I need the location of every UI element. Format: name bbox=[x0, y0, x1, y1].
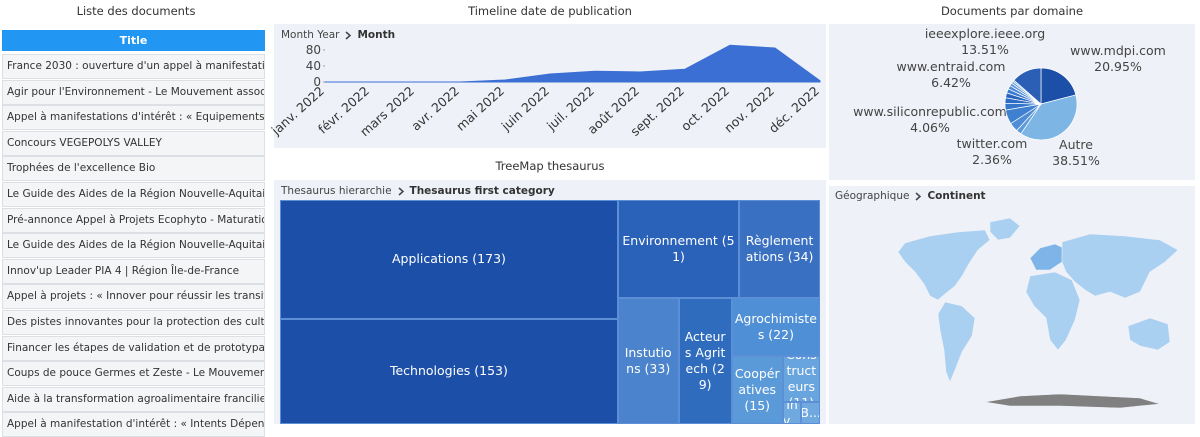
pie-value-label: 6.42% bbox=[931, 75, 971, 90]
panel-title: TreeMap thesaurus bbox=[495, 159, 605, 173]
table-row[interactable]: Appel à manifestations d'intérêt : « Equ… bbox=[2, 105, 265, 131]
pie-value-label: 20.95% bbox=[1094, 59, 1142, 74]
oceania bbox=[1127, 317, 1171, 351]
panel-title: Timeline date de publication bbox=[468, 4, 632, 18]
table-row[interactable]: Financer les étapes de validation et de … bbox=[2, 335, 265, 361]
south-america bbox=[937, 301, 976, 383]
pie-value-label: 2.36% bbox=[972, 152, 1012, 167]
table-row[interactable]: Agir pour l'Environnement - Le Mouvement… bbox=[2, 79, 265, 105]
table-row[interactable]: Aide à la transformation agroalimentaire… bbox=[2, 386, 265, 412]
area bbox=[325, 44, 821, 83]
chevron bbox=[398, 186, 404, 196]
breadcrumb: Month Year Month bbox=[281, 28, 395, 42]
x-tick-label: déc. 2022 bbox=[766, 83, 822, 136]
breadcrumb: Géographique Continent bbox=[835, 189, 986, 203]
treemap-tile[interactable]: Instutions (33) bbox=[617, 297, 679, 424]
panel-title: Documents par domaine bbox=[940, 4, 1084, 18]
treemap-tile[interactable]: Règlementations (34) bbox=[739, 200, 820, 298]
crumb[interactable]: Month Year bbox=[281, 29, 340, 41]
chevron bbox=[915, 191, 922, 201]
table-row[interactable]: France 2030 : ouverture d'un appel à man… bbox=[2, 54, 265, 79]
y-tick-label: 40 bbox=[306, 59, 321, 73]
treemap-tile[interactable]: Constructeurs (11) bbox=[782, 355, 820, 402]
table-row[interactable]: Coups de pouce Germes et Zeste - Le Mouv… bbox=[2, 361, 265, 387]
page: {"left_panel": {"title": "Liste des docu… bbox=[2, 4, 1195, 437]
treemap-tile[interactable]: B... bbox=[801, 402, 820, 424]
pie-value-label: 4.06% bbox=[910, 120, 950, 135]
pie-value-label: 13.51% bbox=[961, 42, 1009, 57]
table-row[interactable]: Concours VEGEPOLYS VALLEY bbox=[2, 130, 265, 156]
treemap-tile[interactable]: Technologies (153) bbox=[280, 318, 618, 424]
x-tick-label: juin 2022 bbox=[498, 83, 552, 134]
chevron bbox=[345, 30, 352, 40]
pie-label: www.entraid.com bbox=[897, 59, 1006, 74]
pie-label: Autre bbox=[1059, 137, 1093, 152]
pie-slice bbox=[1013, 67, 1042, 105]
x-tick-label: mai 2022 bbox=[453, 83, 507, 134]
table-row[interactable]: Innov'up Leader PIA 4 | Région Île-de-Fr… bbox=[2, 258, 265, 284]
crumb[interactable]: Thesaurus first category bbox=[409, 185, 555, 197]
breadcrumb: Thesaurus hierarchie Thesaurus first cat… bbox=[281, 184, 555, 198]
treemap-tile[interactable]: Applications (173) bbox=[280, 200, 618, 319]
pie-label: www.mdpi.com bbox=[1070, 43, 1166, 58]
treemap-tile[interactable]: Inv... bbox=[782, 402, 802, 424]
crumb[interactable]: Thesaurus hierarchie bbox=[281, 185, 392, 197]
treemap-tile[interactable]: Agrochimistes (22) bbox=[731, 297, 820, 356]
pie-slice bbox=[1040, 67, 1077, 105]
y-tick-label: 0 bbox=[313, 75, 321, 89]
antarctica bbox=[984, 393, 1161, 409]
x-tick-label: avr. 2022 bbox=[408, 83, 462, 134]
africa bbox=[1025, 271, 1081, 351]
y-tick-label: 80 bbox=[306, 43, 321, 57]
treemap-tile[interactable]: Environnement (51) bbox=[617, 200, 740, 298]
pie-label: ieeexplore.ieee.org bbox=[925, 26, 1045, 41]
crumb[interactable]: Géographique bbox=[835, 190, 910, 202]
treemap-tile[interactable]: Acteurs Agritech (29) bbox=[678, 297, 732, 424]
table-row[interactable]: Pré-annonce Appel à Projets Ecophyto - M… bbox=[2, 207, 265, 233]
table-header[interactable]: Title bbox=[2, 30, 265, 51]
table-row[interactable]: Le Guide des Aides de la Région Nouvelle… bbox=[2, 182, 265, 207]
pie-label: www.siliconrepublic.com bbox=[853, 104, 1007, 119]
north-america bbox=[897, 229, 991, 301]
crumb[interactable]: Month bbox=[357, 29, 396, 41]
pie-slice bbox=[1020, 94, 1078, 141]
pie-value-label: 38.51% bbox=[1052, 153, 1100, 168]
greenland bbox=[989, 217, 1021, 241]
table-row[interactable]: Le Guide des Aides de la Région Nouvelle… bbox=[2, 233, 265, 259]
panel-title: Liste des documents bbox=[76, 4, 196, 18]
treemap-tile[interactable]: Coopératives (15) bbox=[731, 355, 783, 424]
asia bbox=[1061, 233, 1179, 299]
table-row[interactable]: Appel à projets : « Innover pour réussir… bbox=[2, 284, 265, 310]
pie-label: twitter.com bbox=[957, 136, 1028, 151]
timeline-panel bbox=[274, 24, 826, 148]
world-map bbox=[897, 217, 1179, 409]
table-row[interactable]: Des pistes innovantes pour la protection… bbox=[2, 310, 265, 335]
treemap: Applications (173) Technologies (153) Envi… bbox=[280, 200, 820, 424]
crumb[interactable]: Continent bbox=[927, 190, 986, 202]
table-row[interactable]: Trophées de l'excellence Bio bbox=[2, 156, 265, 182]
